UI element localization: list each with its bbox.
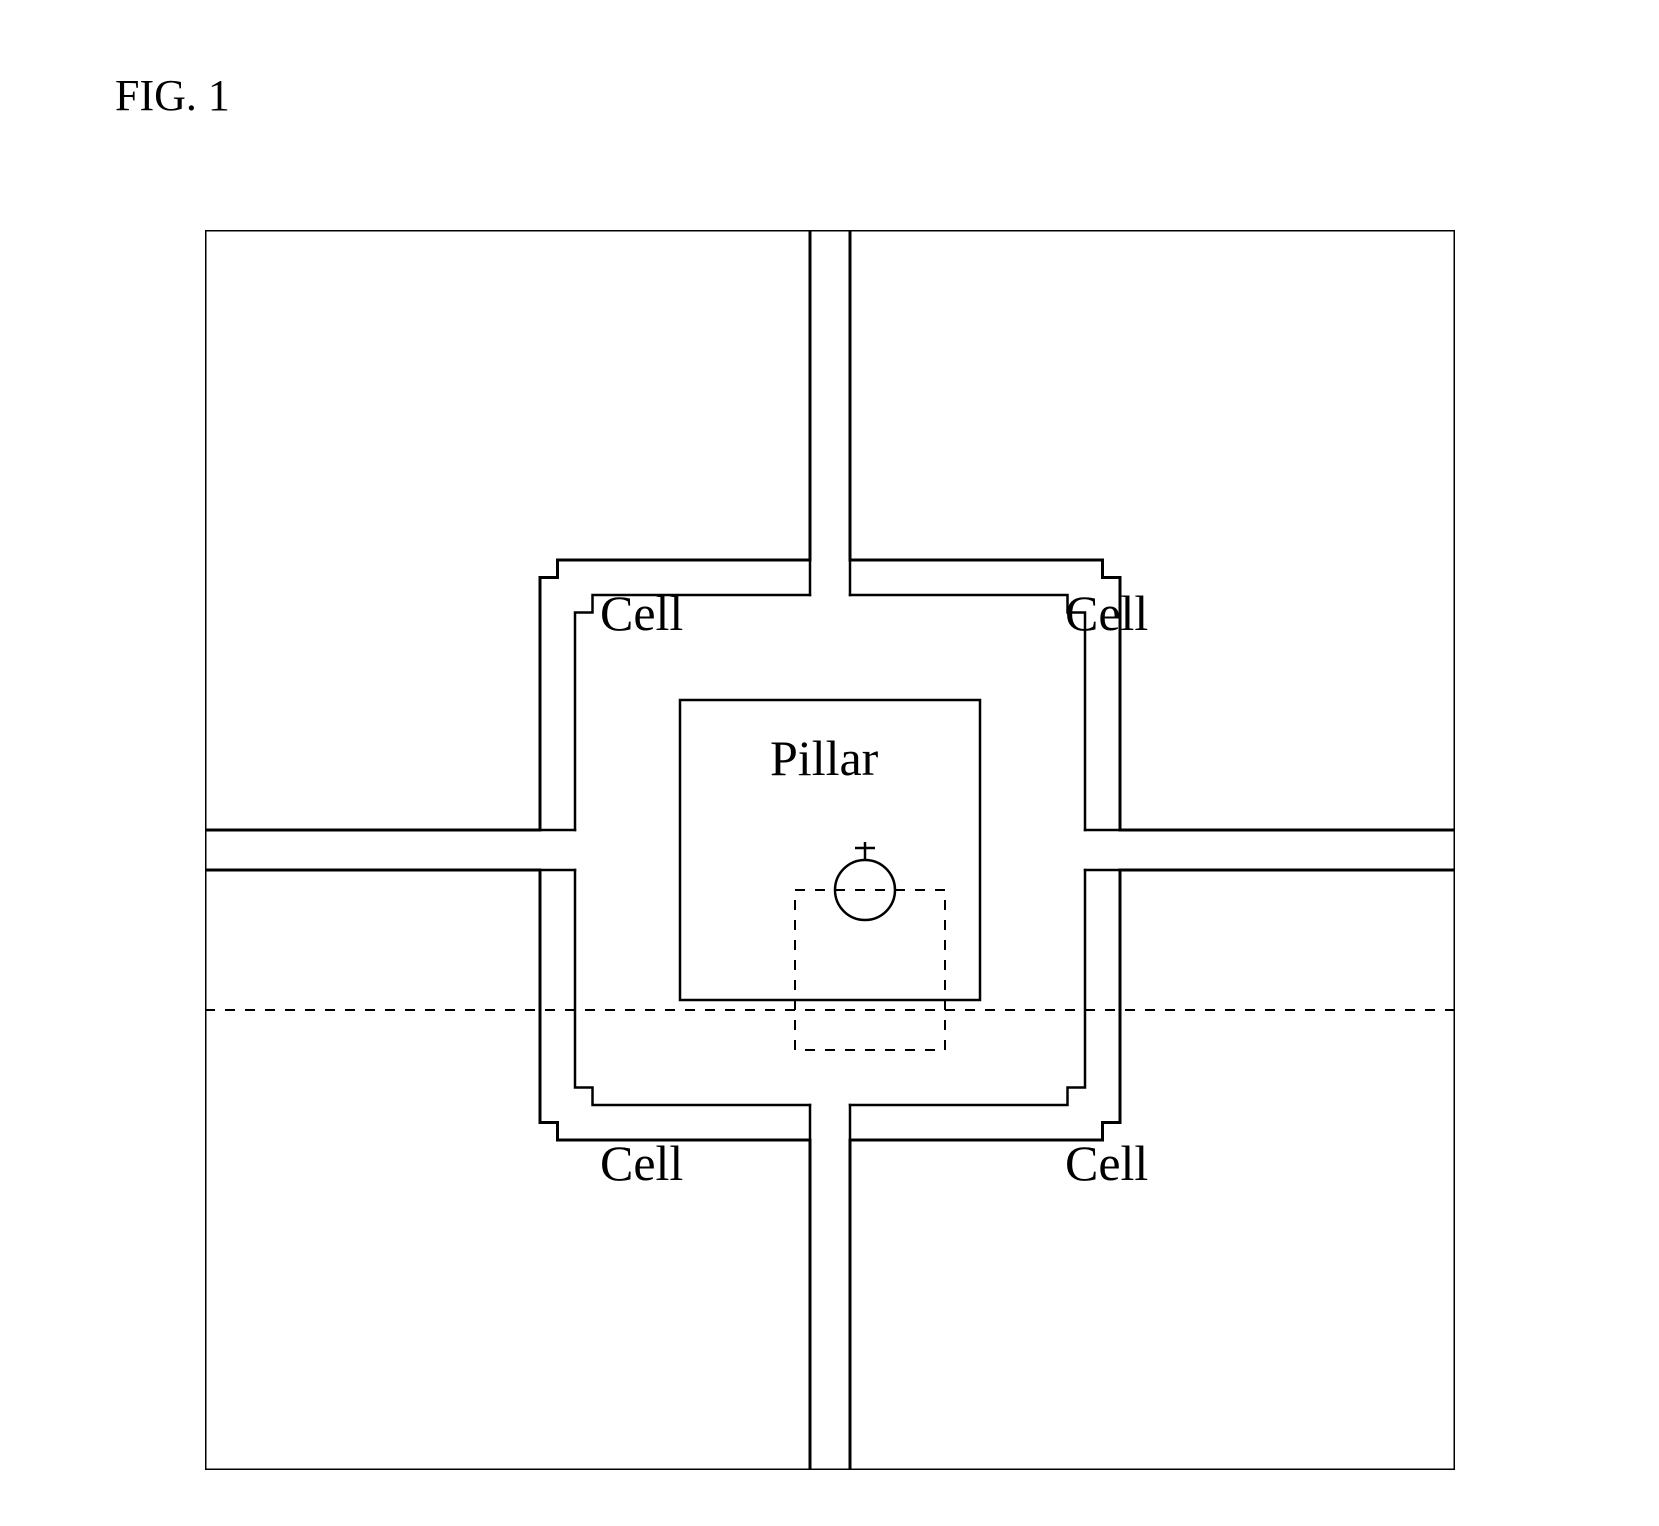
cell_bottom_right-label: Cell — [1065, 1135, 1148, 1191]
dashed-inset — [795, 890, 945, 1050]
outer-ring — [205, 230, 1455, 1470]
inner-ring-seg — [850, 595, 1085, 830]
outer-ring-seg — [540, 870, 810, 1140]
diagram-container: Cell Cell Cell Cell Pillar — [205, 230, 1455, 1470]
cell_top_right-label: Cell — [1065, 585, 1148, 641]
inner-ring-seg — [850, 870, 1085, 1105]
figure-label: FIG. 1 — [115, 70, 230, 121]
outer-box — [205, 230, 1455, 1470]
pillar-label: Pillar — [770, 730, 879, 786]
cell_top_left-label: Cell — [600, 585, 683, 641]
diagram-svg: Cell Cell Cell Cell Pillar — [205, 230, 1455, 1470]
cell_bottom_left-label: Cell — [600, 1135, 683, 1191]
inner-ring-seg — [575, 870, 810, 1105]
page: FIG. 1 Cell Cell Cell Cell Pillar — [0, 0, 1659, 1526]
inner-ring — [205, 230, 1455, 1470]
outer-ring-seg — [850, 870, 1120, 1140]
